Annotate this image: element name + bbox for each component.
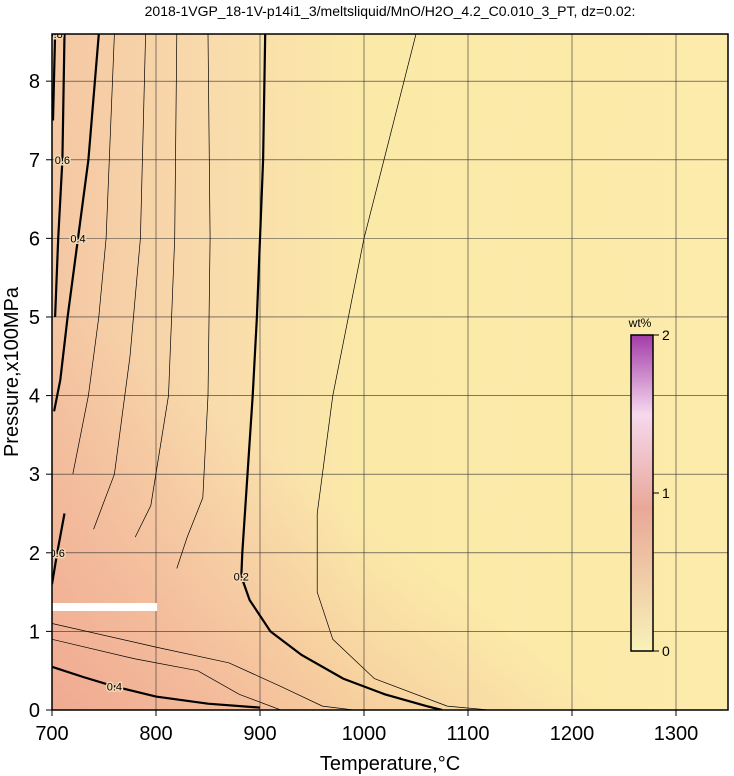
contour-line <box>240 34 443 710</box>
x-tick-label: 700 <box>35 723 68 745</box>
contour-line <box>52 34 57 121</box>
contour-line <box>72 34 115 475</box>
colorbar-title: wt% <box>628 316 652 330</box>
contour-line <box>176 34 211 569</box>
x-tick-label: 900 <box>243 723 276 745</box>
blank-band <box>52 603 157 611</box>
colorbar-tick-label: 0 <box>662 643 670 659</box>
colorbar-tick-label: 1 <box>662 485 670 501</box>
contour-line <box>54 34 66 318</box>
contour-line <box>52 665 261 709</box>
contour-label: 0.6 <box>50 548 65 560</box>
field-shade <box>52 34 728 710</box>
x-tick-label: 1200 <box>550 723 595 745</box>
y-tick-label: 4 <box>29 386 40 408</box>
y-tick-label: 2 <box>29 543 40 565</box>
contour-label: 0.6 <box>55 155 70 167</box>
contour-line <box>53 34 100 412</box>
y-tick-label: 5 <box>29 307 40 329</box>
y-tick-label: 8 <box>29 71 40 93</box>
x-tick-label: 800 <box>139 723 172 745</box>
y-tick-label: 7 <box>29 150 40 172</box>
contour-line <box>134 34 178 538</box>
contour-label: 0.4 <box>107 681 122 693</box>
contour-line <box>93 34 146 530</box>
y-axis-label: Pressure,x100MPa <box>1 286 23 457</box>
colorbar-tick-label: 2 <box>662 327 670 343</box>
x-tick-label: 1300 <box>654 723 699 745</box>
x-axis-label: Temperature,°C <box>320 753 460 775</box>
contour-line <box>52 638 281 710</box>
contour-line <box>52 623 354 710</box>
contour-line <box>316 34 489 710</box>
x-tick-label: 1100 <box>446 723 489 745</box>
colorbar-scale <box>630 334 654 652</box>
y-tick-label: 3 <box>29 464 40 486</box>
plot-frame <box>51 33 729 711</box>
contour-line <box>52 513 66 585</box>
chart-title: 2018-1VGP_18-1V-p14i1_3/meltsliquid/MnO/… <box>145 3 636 19</box>
contours: 0.2 0.4 0.4 0.6 0.6 0.8 <box>47 29 489 710</box>
contour-label: 0.2 <box>234 571 249 583</box>
y-tick-label: 1 <box>29 621 40 643</box>
y-tick-label: 6 <box>29 228 40 250</box>
colorbar: wt% 0 1 2 <box>628 316 670 659</box>
x-tick-label: 1000 <box>342 723 387 745</box>
contour-label: 0.8 <box>47 29 62 41</box>
y-tick-label: 0 <box>29 700 40 722</box>
contour-label: 0.4 <box>70 233 85 245</box>
